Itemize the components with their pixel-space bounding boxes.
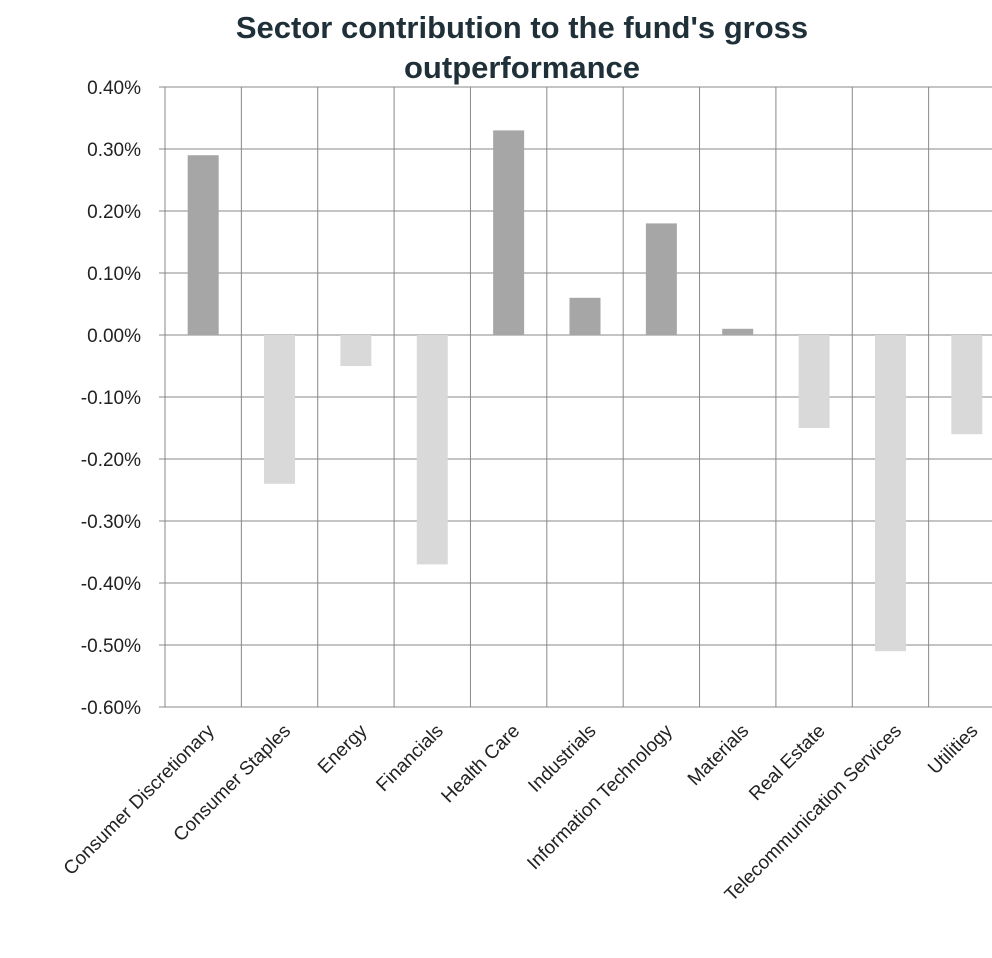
x-category-label: Consumer Discretionary <box>60 720 219 879</box>
bars <box>187 130 983 652</box>
y-tick-label: -0.50% <box>81 636 141 657</box>
y-tick-label: 0.10% <box>87 264 141 285</box>
x-category-label: Industrials <box>524 721 600 797</box>
y-tick-label: 0.30% <box>87 140 141 161</box>
x-category-label: Information Technology <box>523 720 677 874</box>
x-category-label: Financials <box>372 721 447 796</box>
bar-consumer-discretionary <box>187 155 219 335</box>
y-axis-ticks: 0.40% 0.30% 0.20% 0.10% 0.00% -0.10% -0.20% -0.… <box>81 78 141 719</box>
y-tick-label: 0.40% <box>87 78 141 99</box>
bar-industrials <box>569 297 601 335</box>
chart-title: Sector contribution to the fund's gross … <box>235 10 809 85</box>
bar-telecommunication-services <box>874 335 906 652</box>
y-tick-label: 0.00% <box>87 326 141 347</box>
y-tick-label: 0.20% <box>87 202 141 223</box>
y-tick-label: -0.40% <box>81 574 141 595</box>
bar-energy <box>340 335 372 366</box>
bar-materials <box>722 328 754 335</box>
bar-health-care <box>493 130 525 335</box>
x-category-label: Real Estate <box>745 721 829 805</box>
y-tick-label: -0.10% <box>81 388 141 409</box>
x-category-label: Utilities <box>924 721 982 779</box>
gridlines <box>159 86 992 708</box>
y-tick-label: -0.20% <box>81 450 141 471</box>
y-tick-label: -0.60% <box>81 698 141 719</box>
y-tick-label: -0.30% <box>81 512 141 533</box>
bar-consumer-staples <box>264 335 296 484</box>
x-category-label: Materials <box>684 721 753 790</box>
bar-financials <box>416 335 448 565</box>
x-category-label: Health Care <box>438 721 525 808</box>
bar-utilities <box>951 335 983 435</box>
x-category-label: Energy <box>314 720 372 778</box>
bar-information-technology <box>645 223 677 335</box>
bar-real-estate <box>798 335 830 428</box>
